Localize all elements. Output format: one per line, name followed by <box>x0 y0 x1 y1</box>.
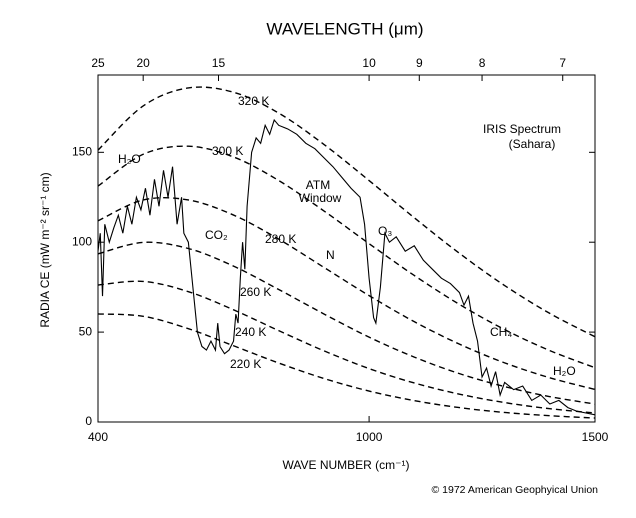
x2-tick-label: 15 <box>212 56 226 70</box>
annotation: ATM <box>306 178 330 192</box>
planck-curve <box>97 313 596 419</box>
curve-label: 280 K <box>265 232 296 246</box>
spectrum-line <box>97 118 596 416</box>
curve-label: 220 K <box>230 357 261 371</box>
x2-tick-label: 20 <box>137 56 151 70</box>
chart-title: WAVELENGTH (μm) <box>266 19 423 38</box>
y-tick-label: 150 <box>72 144 92 158</box>
x2-tick-label: 9 <box>416 56 423 70</box>
x2-tick-label: 8 <box>479 56 486 70</box>
x-axis-label: WAVE NUMBER (cm⁻¹) <box>283 458 410 472</box>
annotation: CO₂ <box>205 228 228 242</box>
y-tick-label: 50 <box>79 324 93 338</box>
x-tick-label: 1500 <box>582 430 609 444</box>
planck-curve <box>97 280 596 414</box>
y-axis-label: RADIA CE (mW m⁻² sr⁻¹ cm) <box>38 172 52 327</box>
annotation: H₂O <box>118 152 141 166</box>
x2-tick-label: 10 <box>362 56 376 70</box>
curve-label: 320 K <box>238 94 269 108</box>
planck-curve <box>97 197 596 391</box>
curve-label: 300 K <box>212 144 243 158</box>
planck-curve <box>97 86 596 338</box>
annotation: Window <box>299 191 342 205</box>
x-tick-label: 400 <box>88 430 108 444</box>
x-tick-label: 1000 <box>356 430 383 444</box>
y-tick-label: 100 <box>72 234 92 248</box>
spectrum-label: IRIS Spectrum (Sahara) <box>483 122 561 151</box>
planck-curve <box>97 145 596 369</box>
planck-curve <box>97 241 596 405</box>
curve-label: 260 K <box>240 285 271 299</box>
annotation: O₃ <box>378 224 392 238</box>
annotation: CH₄ <box>490 325 512 339</box>
credit: © 1972 American Geophyical Union <box>432 484 599 496</box>
x2-tick-label: 25 <box>91 56 105 70</box>
x2-tick-label: 7 <box>559 56 566 70</box>
curve-label: 240 K <box>235 325 266 339</box>
annotation: H₂O <box>553 364 576 378</box>
y-tick-label: 0 <box>85 414 92 428</box>
annotation: N <box>326 248 335 262</box>
